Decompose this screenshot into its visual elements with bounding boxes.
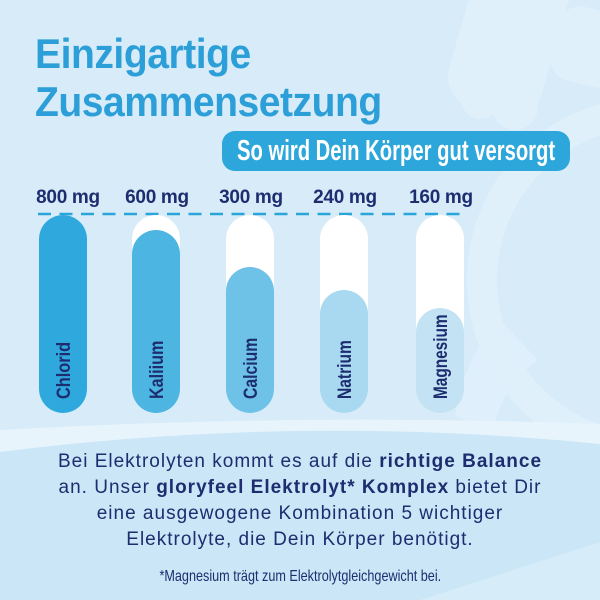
svg-text:Natrium: Natrium	[334, 340, 356, 399]
svg-text:Calcium: Calcium	[240, 338, 262, 399]
svg-text:Magnesium: Magnesium	[429, 314, 451, 399]
svg-text:Chlorid: Chlorid	[53, 342, 74, 399]
svg-text:Kaliium: Kaliium	[146, 341, 168, 399]
